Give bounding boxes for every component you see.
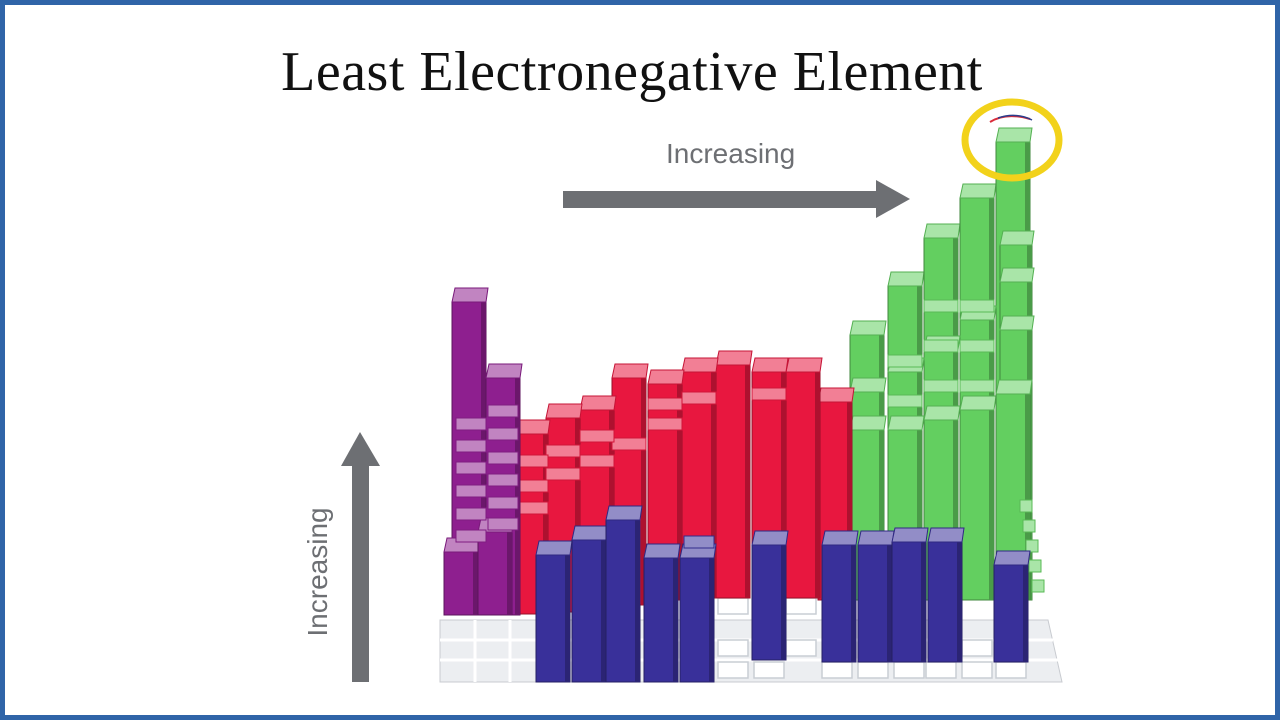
p-block-step-27	[1025, 539, 1039, 553]
p-block-step-22	[959, 379, 995, 393]
vertical-arrow	[341, 432, 380, 682]
element-bars	[443, 127, 1045, 683]
p-block-bar-12	[959, 395, 997, 601]
s-block-step-56	[455, 417, 487, 431]
f-block-bar-72	[679, 543, 717, 683]
p-block-step-21	[959, 339, 995, 353]
highlight-circle	[961, 98, 1063, 182]
f-block-step-79	[683, 535, 715, 549]
f-block-bar-76	[891, 527, 929, 663]
f-block-bar-70	[605, 505, 643, 683]
p-block-step-25	[1019, 499, 1033, 513]
horizontal-axis-label: Increasing	[666, 138, 796, 169]
f-block-bar-73	[751, 530, 789, 661]
s-block-step-66	[487, 496, 519, 510]
p-block-step-29	[1031, 579, 1045, 593]
s-block-step-61	[455, 529, 487, 543]
p-block-step-26	[1022, 519, 1036, 533]
p-block-step-24	[887, 394, 923, 408]
s-block-step-62	[487, 404, 519, 418]
d-block-bar-31	[785, 357, 823, 599]
horizontal-arrow	[563, 180, 910, 218]
s-block-bar-54	[443, 537, 481, 616]
d-block-bar-33	[715, 350, 753, 599]
f-block-bar-78	[993, 550, 1031, 663]
d-block-step-51	[751, 387, 787, 401]
s-block-step-59	[455, 484, 487, 498]
s-block-step-57	[455, 439, 487, 453]
f-block-bar-69	[571, 525, 609, 683]
d-block-step-45	[545, 444, 581, 458]
p-block-step-20	[959, 299, 995, 313]
f-block-bar-77	[927, 527, 965, 663]
p-block-step-28	[1028, 559, 1042, 573]
p-block-step-23	[887, 354, 923, 368]
s-block-step-64	[487, 451, 519, 465]
p-block-step-19	[923, 379, 959, 393]
d-block-step-40	[647, 397, 683, 411]
s-block-step-58	[455, 461, 487, 475]
s-block-step-67	[487, 517, 519, 531]
f-block-bar-71	[643, 543, 681, 683]
f-block-bar-74	[821, 530, 859, 663]
s-block-step-65	[487, 473, 519, 487]
d-block-step-44	[579, 454, 615, 468]
p-block-step-17	[923, 299, 959, 313]
slide-title: Least Electronegative Element	[281, 41, 983, 103]
d-block-step-43	[579, 429, 615, 443]
s-block-step-63	[487, 427, 519, 441]
d-block-step-41	[647, 417, 683, 431]
s-block-step-60	[455, 507, 487, 521]
d-block-step-42	[611, 437, 647, 451]
f-block-bar-68	[535, 540, 573, 683]
d-block-step-50	[681, 391, 717, 405]
d-block-step-46	[545, 467, 581, 481]
f-block-bar-75	[857, 530, 895, 663]
p-block-step-18	[923, 339, 959, 353]
